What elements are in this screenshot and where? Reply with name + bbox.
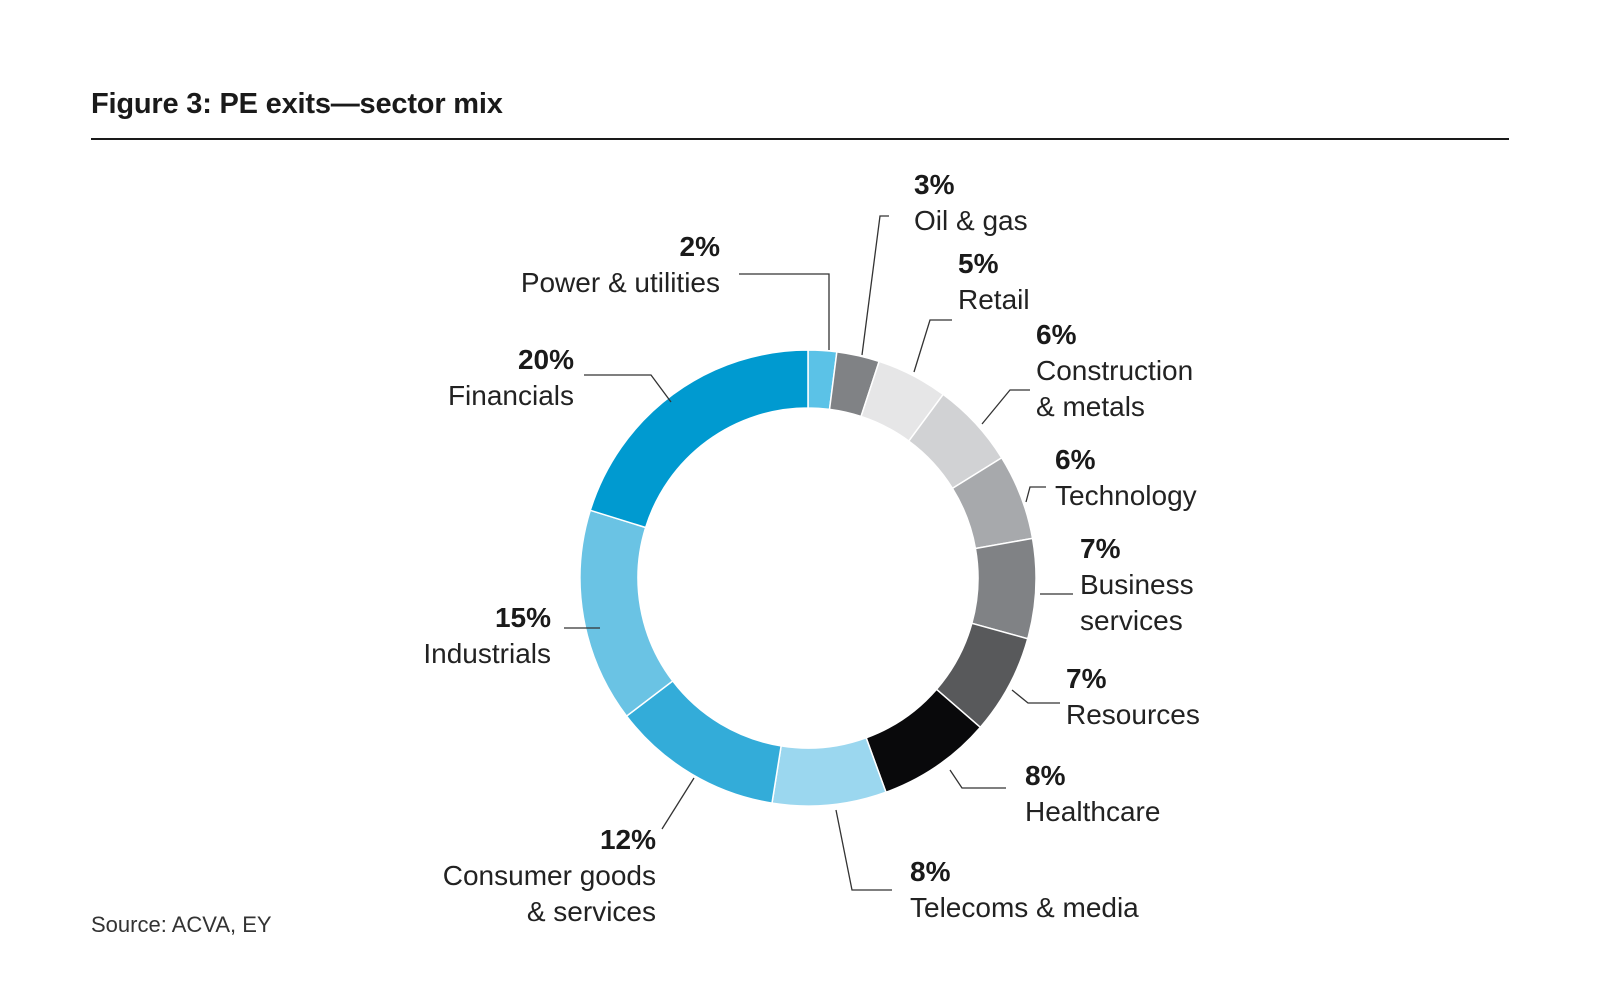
- value-label-telecoms-and-media: 8%: [910, 856, 951, 887]
- leader-line-construction-and-metals: [981, 389, 1030, 425]
- slice-business-services: [970, 537, 1037, 640]
- category-label-consumer-goods-and-services: Consumer goods & services: [443, 860, 656, 927]
- leader-line-telecoms-and-media: [835, 809, 892, 891]
- title-divider: [91, 138, 1509, 140]
- leader-line-resources: [1011, 689, 1060, 704]
- leader-line-financials: [584, 374, 672, 403]
- slice-telecoms-and-media: [771, 736, 887, 807]
- value-label-industrials: 15%: [495, 602, 551, 633]
- category-label-technology: Technology: [1055, 480, 1197, 511]
- category-label-construction-and-metals: Construction & metals: [1036, 355, 1193, 422]
- category-label-oil-and-gas: Oil & gas: [914, 205, 1028, 236]
- value-label-financials: 20%: [518, 344, 574, 375]
- leader-line-healthcare: [949, 769, 1006, 789]
- value-label-consumer-goods-and-services: 12%: [600, 824, 656, 855]
- leader-line-retail: [913, 319, 952, 373]
- value-label-retail: 5%: [958, 248, 999, 279]
- category-label-industrials: Industrials: [423, 638, 551, 669]
- category-label-retail: Retail: [958, 284, 1030, 315]
- category-label-healthcare: Healthcare: [1025, 796, 1160, 827]
- category-label-power-and-utilities: Power & utilities: [521, 267, 720, 298]
- source-note: Source: ACVA, EY: [91, 912, 272, 937]
- leader-line-technology: [1025, 486, 1046, 503]
- value-label-technology: 6%: [1055, 444, 1096, 475]
- value-label-resources: 7%: [1066, 663, 1107, 694]
- slice-industrials: [579, 509, 674, 718]
- value-label-healthcare: 8%: [1025, 760, 1066, 791]
- value-label-power-and-utilities: 2%: [680, 231, 721, 262]
- category-label-telecoms-and-media: Telecoms & media: [910, 892, 1139, 923]
- leader-line-power-and-utilities: [739, 273, 830, 350]
- category-label-resources: Resources: [1066, 699, 1200, 730]
- value-label-business-services: 7%: [1080, 533, 1121, 564]
- value-label-construction-and-metals: 6%: [1036, 319, 1077, 350]
- leader-lines: [564, 215, 1073, 891]
- leader-line-oil-and-gas: [861, 215, 889, 356]
- donut-slices: [579, 349, 1037, 807]
- leader-line-consumer-goods-and-services: [661, 777, 695, 830]
- slice-financials: [589, 349, 809, 529]
- category-label-business-services: Business services: [1080, 569, 1194, 636]
- category-label-financials: Financials: [448, 380, 574, 411]
- value-label-oil-and-gas: 3%: [914, 169, 955, 200]
- figure-title: Figure 3: PE exits—sector mix: [91, 88, 503, 120]
